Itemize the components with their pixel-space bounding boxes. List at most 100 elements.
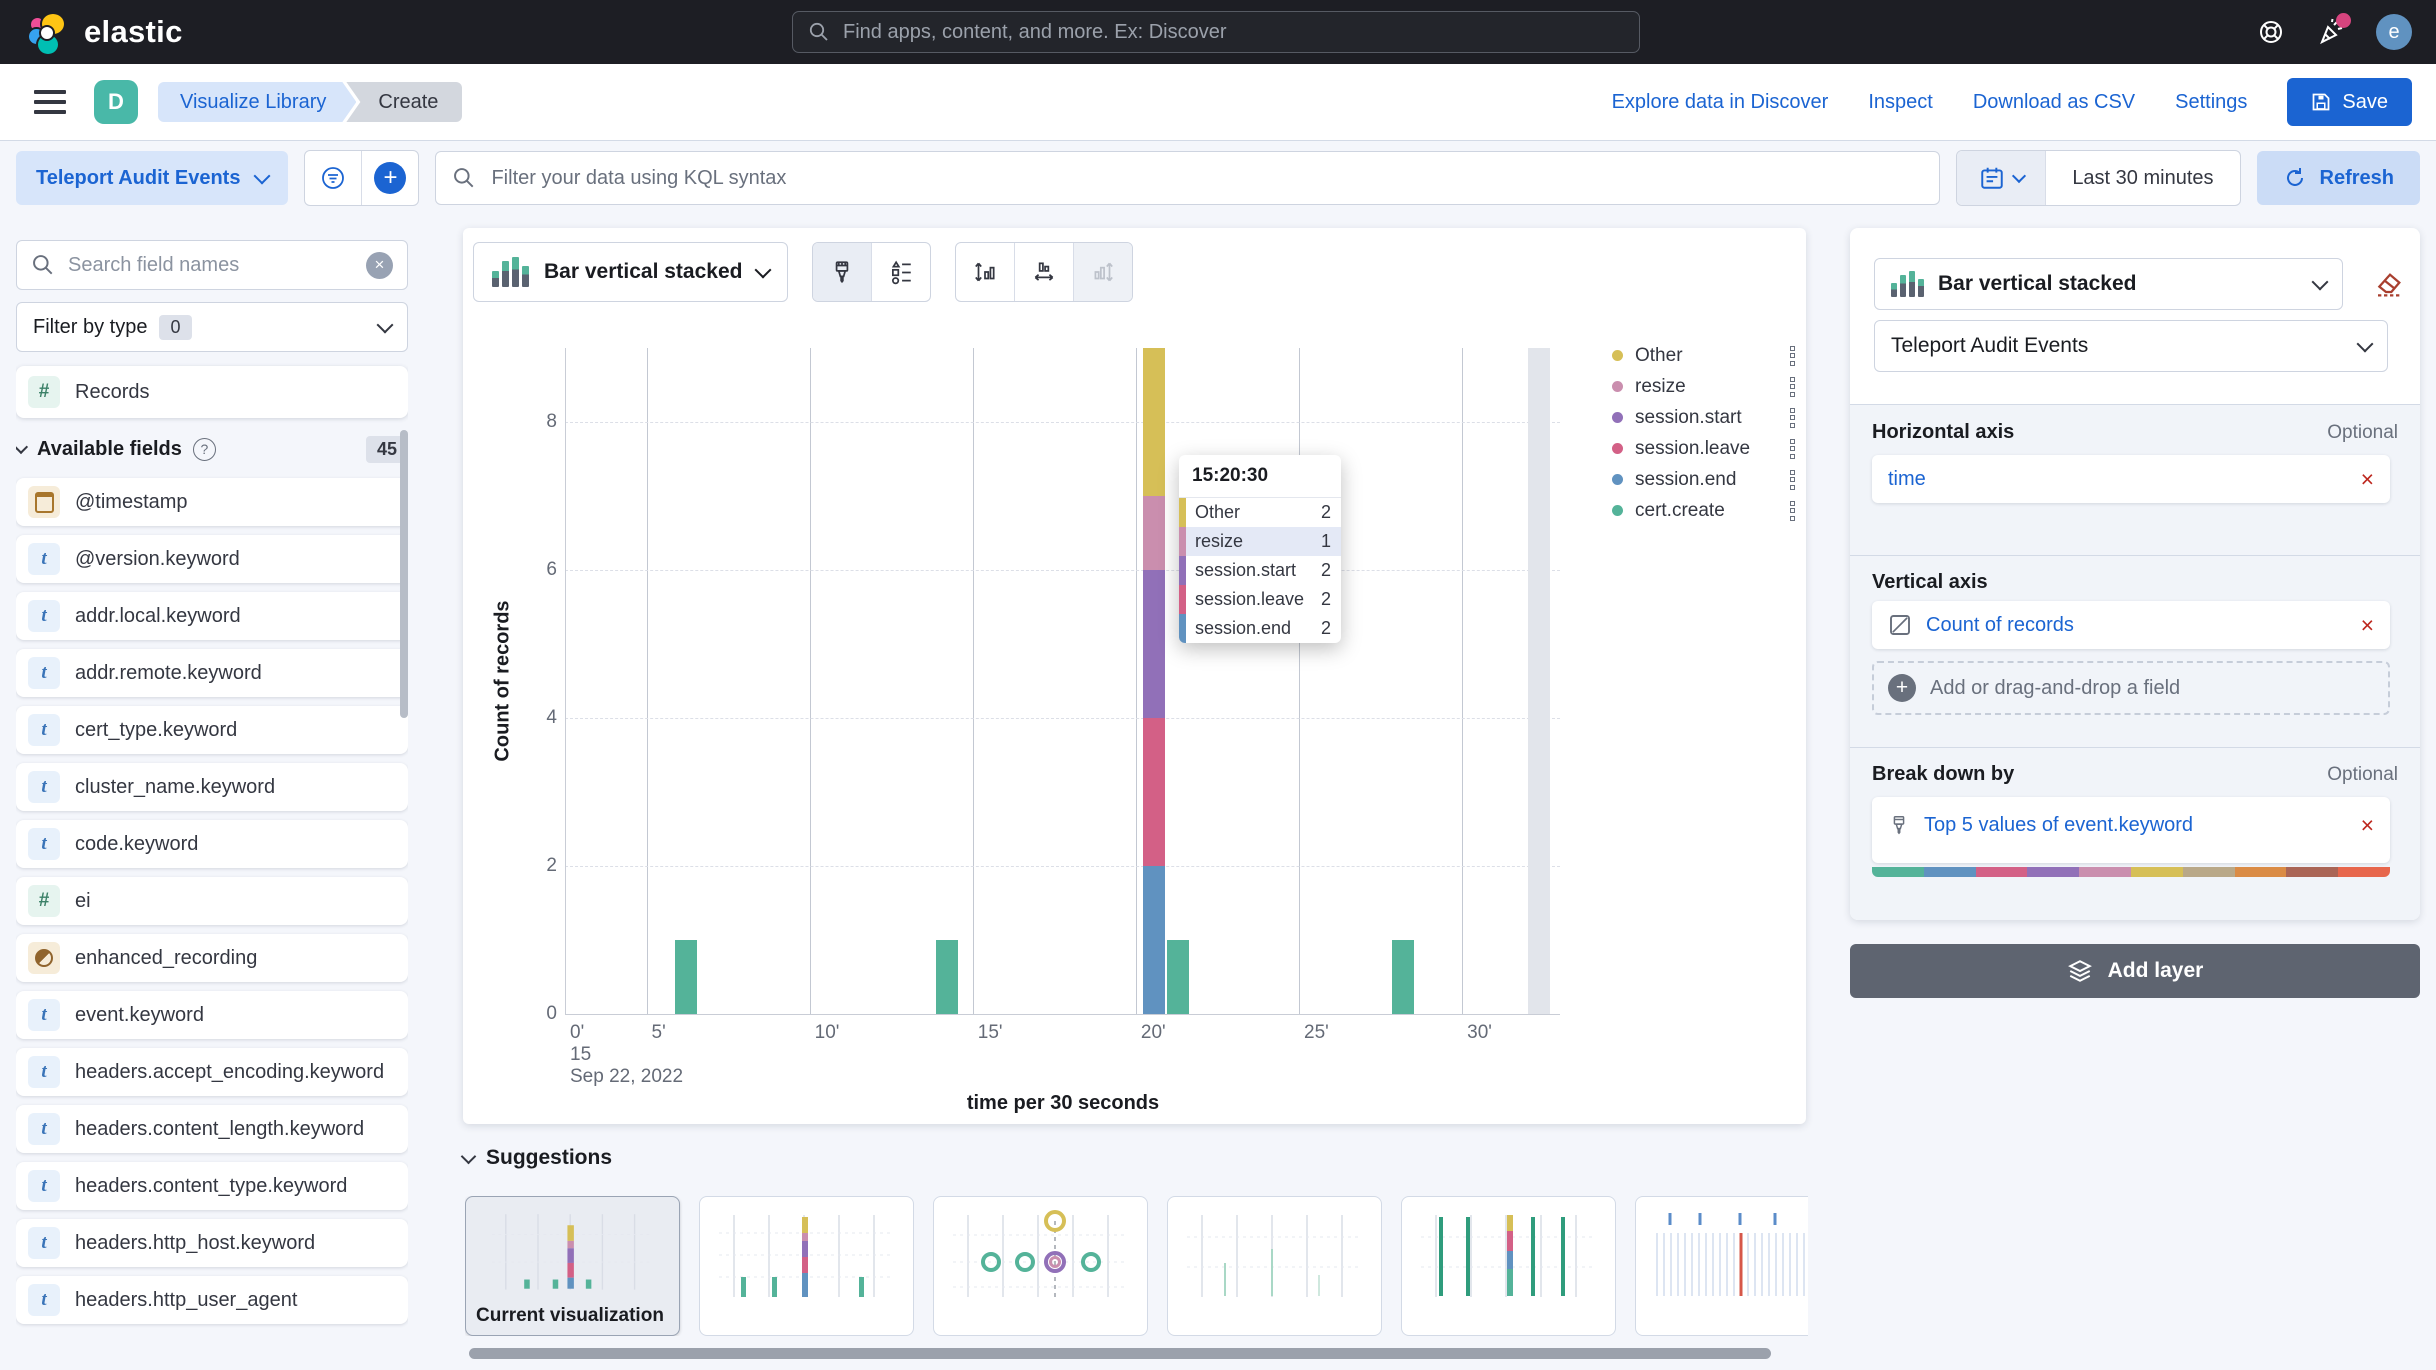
add-filter-icon[interactable] bbox=[361, 151, 418, 205]
field-name: cluster_name.keyword bbox=[75, 775, 276, 798]
suggestion-heatmap[interactable] bbox=[1635, 1196, 1808, 1336]
vertical-axis-dimension[interactable]: Count of records bbox=[1872, 601, 2390, 649]
legend-item-Other[interactable]: Other bbox=[1612, 340, 1798, 371]
layer-data-view-selector[interactable]: Teleport Audit Events bbox=[1874, 320, 2388, 372]
suggestion-green-lines[interactable] bbox=[1401, 1196, 1616, 1336]
legend-label: session.start bbox=[1635, 406, 1742, 428]
field-item[interactable]: t @version.keyword bbox=[16, 535, 408, 583]
bar-segment-Other[interactable] bbox=[1142, 348, 1165, 496]
field-item[interactable]: t headers.content_type.keyword bbox=[16, 1162, 408, 1210]
field-item[interactable]: t addr.remote.keyword bbox=[16, 649, 408, 697]
elastic-brand[interactable]: elastic bbox=[26, 10, 183, 56]
add-layer-button[interactable]: Add layer bbox=[1850, 944, 2420, 998]
field-item[interactable]: t headers.http_host.keyword bbox=[16, 1219, 408, 1267]
legend-item-resize[interactable]: resize bbox=[1612, 371, 1798, 402]
field-item[interactable]: t headers.content_length.keyword bbox=[16, 1105, 408, 1153]
x-gridline bbox=[809, 348, 811, 1014]
palette-color bbox=[2027, 867, 2080, 877]
legend-item-session.end[interactable]: session.end bbox=[1612, 464, 1798, 495]
date-picker-calendar-button[interactable] bbox=[1957, 151, 2047, 205]
space-avatar[interactable]: D bbox=[94, 80, 138, 124]
remove-dimension-icon[interactable] bbox=[2361, 466, 2374, 493]
legend-item-menu-icon[interactable] bbox=[1787, 498, 1798, 524]
help-tooltip-icon[interactable] bbox=[192, 437, 216, 461]
suggestion-bar-tall[interactable] bbox=[699, 1196, 914, 1336]
bar-segment-cert.create[interactable] bbox=[1392, 940, 1415, 1014]
field-item[interactable]: t cluster_name.keyword bbox=[16, 763, 408, 811]
break-down-dimension[interactable]: Top 5 values of event.keyword bbox=[1872, 797, 2390, 877]
global-search-input[interactable]: Find apps, content, and more. Ex: Discov… bbox=[792, 11, 1640, 53]
suggestion-faint-bars[interactable] bbox=[1167, 1196, 1382, 1336]
legend-item-session.start[interactable]: session.start bbox=[1612, 402, 1798, 433]
remove-dimension-icon[interactable] bbox=[2361, 812, 2374, 839]
inspect-link[interactable]: Inspect bbox=[1868, 90, 1933, 113]
field-item[interactable]: # ei bbox=[16, 877, 408, 925]
legend-settings-button[interactable] bbox=[871, 243, 930, 301]
sidebar-scrollbar[interactable] bbox=[400, 430, 408, 718]
menu-icon[interactable] bbox=[30, 86, 70, 118]
suggestion-cards: Current visualization bbox=[465, 1196, 1808, 1336]
refresh-button[interactable]: Refresh bbox=[2256, 151, 2420, 205]
palette-color bbox=[2079, 867, 2131, 877]
legend-item-menu-icon[interactable] bbox=[1787, 436, 1798, 462]
brush-style-button[interactable] bbox=[813, 243, 872, 301]
field-item[interactable]: @timestamp bbox=[16, 478, 408, 526]
bar-segment-session.start[interactable] bbox=[1142, 570, 1165, 718]
legend-item-menu-icon[interactable] bbox=[1787, 374, 1798, 400]
field-search-input[interactable] bbox=[66, 252, 355, 278]
suggestion-current-visualization[interactable]: Current visualization bbox=[465, 1196, 680, 1336]
bar-segment-cert.create[interactable] bbox=[674, 940, 697, 1014]
legend-item-menu-icon[interactable] bbox=[1787, 343, 1798, 369]
suggestions-scrollbar[interactable] bbox=[469, 1348, 1771, 1359]
save-button[interactable]: Save bbox=[2287, 78, 2412, 126]
filter-by-type-select[interactable]: Filter by type 0 bbox=[16, 302, 408, 352]
field-item[interactable]: t cert_type.keyword bbox=[16, 706, 408, 754]
data-view-selector[interactable]: Teleport Audit Events bbox=[16, 151, 289, 205]
suggestion-circles[interactable] bbox=[933, 1196, 1148, 1336]
bar-segment-cert.create[interactable] bbox=[1167, 940, 1190, 1014]
settings-link[interactable]: Settings bbox=[2175, 90, 2248, 113]
legend-item-menu-icon[interactable] bbox=[1787, 405, 1798, 431]
legend-item-cert.create[interactable]: cert.create bbox=[1612, 495, 1798, 526]
field-item[interactable]: t headers.accept_encoding.keyword bbox=[16, 1048, 408, 1096]
bar-segment-session.leave[interactable] bbox=[1142, 718, 1165, 866]
saved-query-icon[interactable] bbox=[305, 151, 361, 205]
field-item[interactable]: enhanced_recording bbox=[16, 934, 408, 982]
horizontal-axis-dimension[interactable]: time bbox=[1872, 455, 2390, 503]
tooltip-row: Other 2 bbox=[1179, 498, 1341, 527]
text-field-icon: t bbox=[28, 828, 60, 860]
field-item[interactable]: t addr.local.keyword bbox=[16, 592, 408, 640]
field-name: headers.http_user_agent bbox=[75, 1288, 298, 1311]
news-feed-icon[interactable] bbox=[2316, 13, 2351, 47]
remove-dimension-icon[interactable] bbox=[2361, 612, 2374, 639]
layer-chart-type-selector[interactable]: Bar vertical stacked bbox=[1874, 258, 2343, 310]
field-item[interactable]: t headers.http_user_agent bbox=[16, 1276, 408, 1324]
user-avatar[interactable]: e bbox=[2376, 14, 2412, 50]
explore-data-in-discover-link[interactable]: Explore data in Discover bbox=[1611, 90, 1829, 113]
legend-item-session.leave[interactable]: session.leave bbox=[1612, 433, 1798, 464]
bar-segment-session.end[interactable] bbox=[1142, 866, 1165, 1014]
plus-icon bbox=[374, 162, 407, 194]
breadcrumb-visualize-library[interactable]: Visualize Library bbox=[158, 82, 356, 122]
add-field-dropzone[interactable]: Add or drag-and-drop a field bbox=[1872, 661, 2390, 715]
left-axis-settings-button[interactable] bbox=[956, 243, 1014, 301]
section-divider bbox=[1850, 555, 2420, 556]
bottom-axis-settings-button[interactable] bbox=[1014, 243, 1073, 301]
available-fields-header[interactable]: Available fields 45 bbox=[16, 432, 408, 466]
field-item[interactable]: t event.keyword bbox=[16, 991, 408, 1039]
download-as-csv-link[interactable]: Download as CSV bbox=[1972, 90, 2136, 113]
clear-layer-icon[interactable] bbox=[2374, 268, 2406, 306]
xy-chart[interactable]: Count of records time per 30 seconds Oth… bbox=[463, 228, 1806, 1124]
chart-type-selector[interactable]: Bar vertical stacked bbox=[473, 242, 789, 302]
bar-segment-resize[interactable] bbox=[1142, 496, 1165, 570]
time-range-label[interactable]: Last 30 minutes bbox=[2072, 166, 2214, 189]
kql-query-input[interactable] bbox=[489, 165, 1924, 191]
legend-item-menu-icon[interactable] bbox=[1787, 467, 1798, 493]
help-icon[interactable] bbox=[2256, 17, 2286, 47]
suggestions-header[interactable]: Suggestions bbox=[460, 1146, 1806, 1170]
bar-segment-cert.create[interactable] bbox=[935, 940, 958, 1014]
clear-search-icon[interactable] bbox=[366, 251, 393, 279]
number-field-icon: # bbox=[28, 376, 60, 408]
field-item[interactable]: t code.keyword bbox=[16, 820, 408, 868]
records-field-item[interactable]: # Records bbox=[16, 366, 408, 418]
